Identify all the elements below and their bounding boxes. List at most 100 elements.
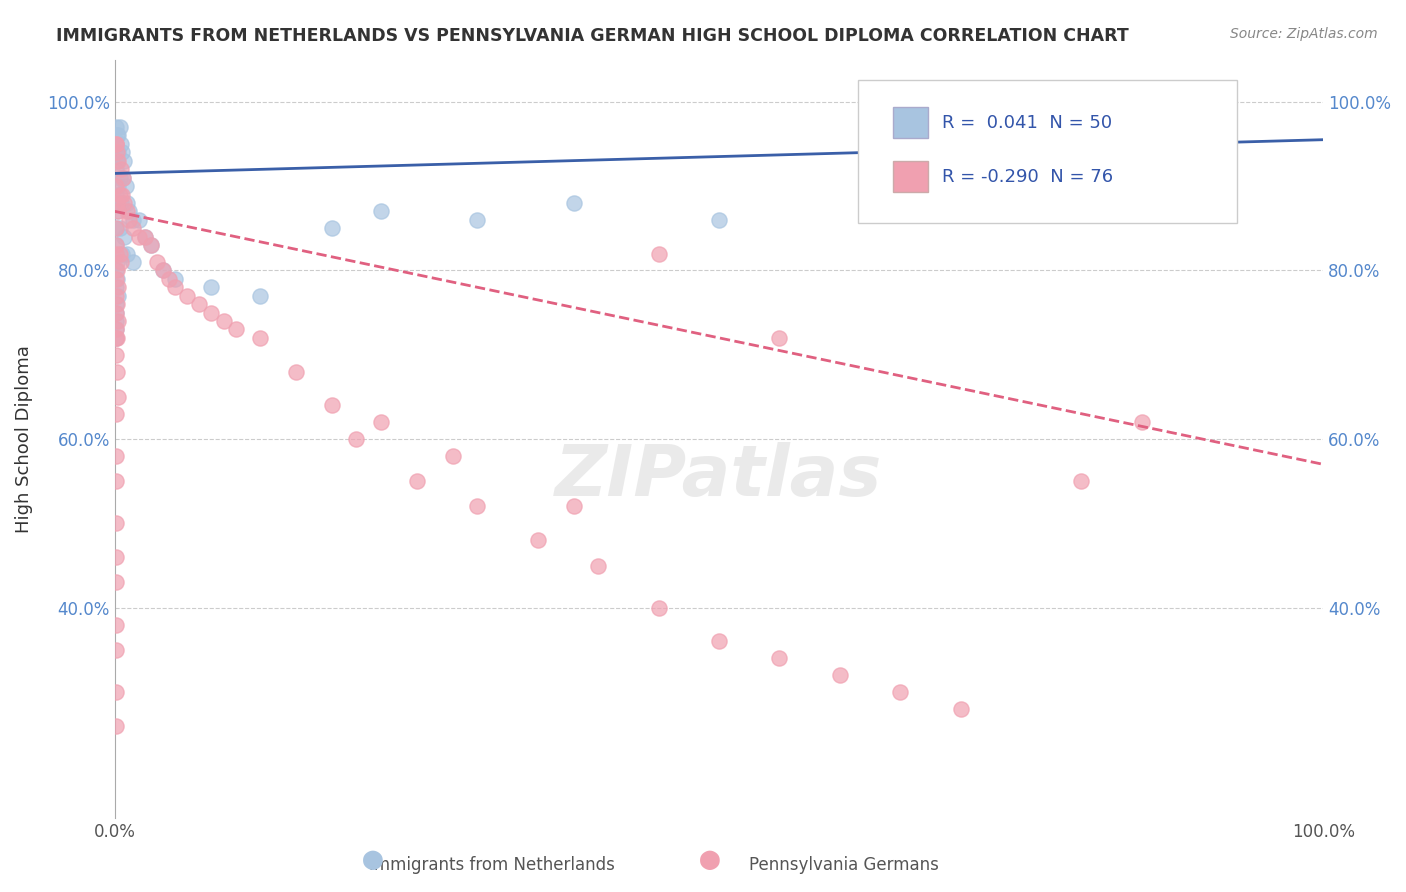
Point: [105, 272, 128, 286]
Point: [249, 288, 271, 302]
Text: IMMIGRANTS FROM NETHERLANDS VS PENNSYLVANIA GERMAN HIGH SCHOOL DIPLOMA CORRELATI: IMMIGRANTS FROM NETHERLANDS VS PENNSYLVA…: [56, 27, 1129, 45]
Point: [165, 272, 187, 286]
Point: [768, 651, 790, 665]
Point: [104, 331, 127, 345]
Point: [105, 153, 128, 168]
Point: [200, 305, 222, 319]
Point: [104, 238, 127, 252]
Point: [105, 255, 128, 269]
Point: [370, 415, 392, 429]
Point: [104, 136, 127, 151]
Point: [104, 449, 127, 463]
Point: [105, 128, 128, 143]
Point: [107, 314, 129, 328]
Point: [105, 263, 128, 277]
Point: [111, 187, 134, 202]
Point: [707, 212, 730, 227]
Point: [370, 204, 392, 219]
Point: [526, 533, 548, 548]
Point: [104, 314, 127, 328]
Point: [321, 221, 343, 235]
Point: [104, 238, 127, 252]
Point: [828, 668, 851, 682]
Point: [768, 331, 790, 345]
Point: [104, 719, 127, 733]
Point: [107, 280, 129, 294]
Point: [122, 221, 145, 235]
Point: [128, 212, 150, 227]
Point: [105, 331, 128, 345]
Point: [104, 643, 127, 657]
Point: [321, 398, 343, 412]
Point: [707, 634, 730, 648]
Point: [118, 212, 141, 227]
Point: [107, 179, 129, 194]
Text: Pennsylvania Germans: Pennsylvania Germans: [748, 856, 939, 874]
Point: [114, 179, 136, 194]
Point: [889, 685, 911, 699]
Point: [110, 255, 132, 269]
Point: [225, 322, 247, 336]
Point: [104, 348, 127, 362]
Point: [107, 390, 129, 404]
Point: [465, 500, 488, 514]
Point: [134, 229, 156, 244]
Point: [105, 196, 128, 211]
Point: [139, 238, 162, 252]
Point: [105, 297, 128, 311]
Point: [200, 280, 222, 294]
Point: [110, 196, 132, 211]
Point: [107, 288, 129, 302]
Point: [105, 145, 128, 160]
Point: [104, 246, 127, 260]
Point: [441, 449, 464, 463]
Point: [128, 229, 150, 244]
Point: [110, 162, 132, 177]
Point: [115, 204, 138, 219]
Point: [112, 170, 135, 185]
Point: [104, 322, 127, 336]
Point: [108, 246, 131, 260]
Point: [105, 365, 128, 379]
Text: Source: ZipAtlas.com: Source: ZipAtlas.com: [1230, 27, 1378, 41]
Point: [104, 550, 127, 565]
Point: [165, 280, 187, 294]
Point: [108, 221, 131, 235]
Point: [104, 474, 127, 488]
Point: [118, 204, 141, 219]
Text: ⬤: ⬤: [699, 850, 721, 870]
Point: [104, 187, 127, 202]
Point: [104, 516, 127, 531]
Point: [104, 297, 127, 311]
Point: [111, 246, 134, 260]
Point: [104, 280, 127, 294]
Point: [104, 179, 127, 194]
Point: [104, 120, 127, 134]
Point: [647, 246, 669, 260]
Point: [112, 229, 135, 244]
Point: [152, 263, 174, 277]
Point: [285, 365, 308, 379]
Text: ZIPatlas: ZIPatlas: [555, 442, 883, 511]
Point: [105, 204, 128, 219]
Point: [104, 162, 127, 177]
Point: [104, 288, 127, 302]
Point: [115, 196, 138, 211]
Point: [111, 145, 134, 160]
Point: [104, 136, 127, 151]
Point: [562, 500, 585, 514]
Point: [104, 305, 127, 319]
Point: [107, 153, 129, 168]
Point: [104, 685, 127, 699]
Point: [134, 229, 156, 244]
Point: [107, 145, 129, 160]
Point: [122, 212, 145, 227]
Point: [104, 272, 127, 286]
Point: [108, 120, 131, 134]
Point: [188, 297, 211, 311]
Point: [562, 196, 585, 211]
Point: [139, 238, 162, 252]
Point: [104, 575, 127, 590]
Point: [146, 255, 169, 269]
Point: [104, 331, 127, 345]
